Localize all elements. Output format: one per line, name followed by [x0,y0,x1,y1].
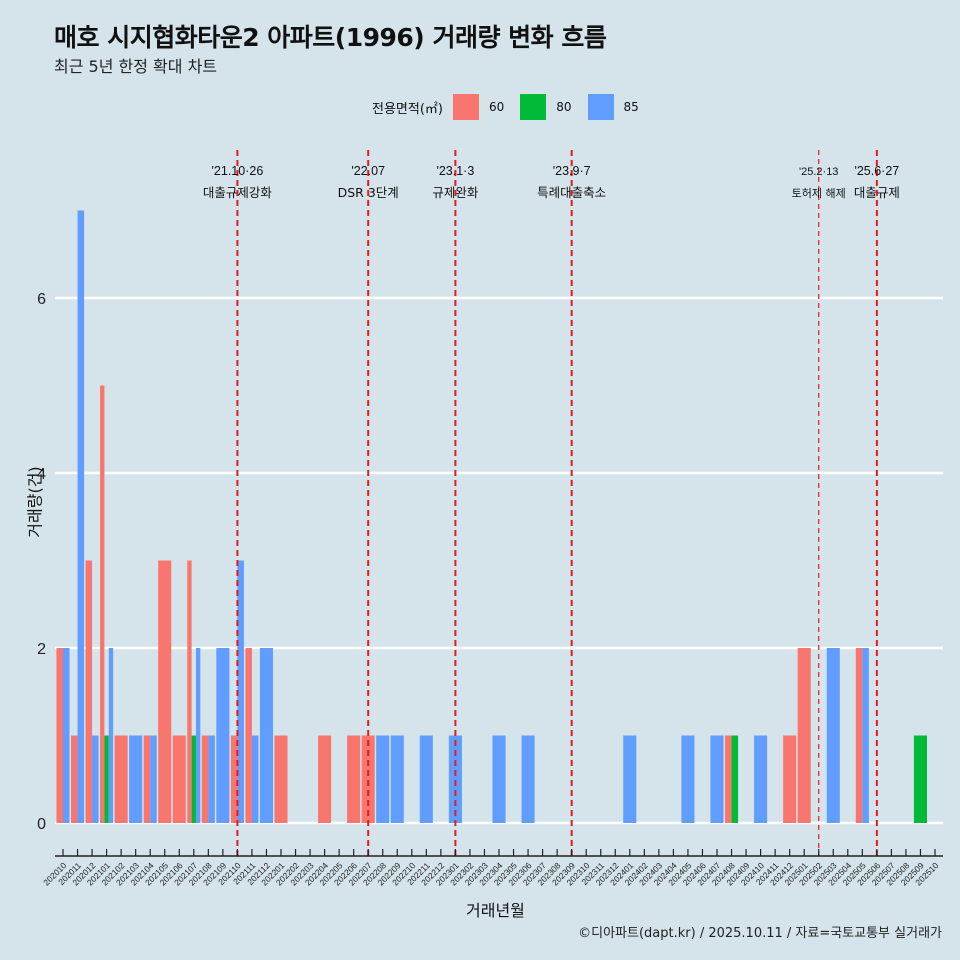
footer-credit: ©디아파트(dapt.kr) / 2025.10.11 / 자료=국토교통부 실… [578,926,942,941]
bar-202405-85 [681,735,695,823]
bar-202207-60 [361,735,375,823]
bar-202012-60 [85,560,93,823]
legend-key-80 [520,94,547,120]
bar-202301-85 [448,735,462,823]
bars [56,210,928,823]
bar-202408-60 [724,735,732,823]
bar-202111-60 [245,648,252,823]
event-date: '21.10·26 [212,164,264,178]
bar-202101-60 [100,385,105,823]
x-axis: 2020102020112020122021012021022021032021… [41,849,943,887]
chart-title: 매호 시지협화타운2 아파트(1996) 거래량 변화 흐름 [54,23,607,52]
bar-202104-85 [150,735,157,823]
legend-title: 전용면적(㎡) [372,101,443,117]
bar-202107-80 [191,735,196,823]
event-label: DSR 3단계 [338,185,399,200]
bar-202201-60 [274,735,288,823]
bar-202501-60 [797,648,811,823]
y-axis: 0 2 4 6 [37,291,46,833]
legend-label-60: 60 [488,100,505,114]
event-label: 토허제 해제 [792,186,846,200]
bar-202101-80 [104,735,109,823]
bar-202109-85 [216,648,230,823]
bar-202505-60 [855,648,863,823]
bar-202407-85 [710,735,724,823]
bar-202105-60 [158,560,172,823]
event-date: '23.9·7 [553,164,591,178]
bar-202304-85 [492,735,506,823]
y-tick-label: 6 [37,291,46,308]
legend-label-85: 85 [623,100,639,114]
bar-202401-85 [623,735,637,823]
legend: 전용면적(㎡) 60 80 85 [372,93,655,121]
bar-202204-60 [318,735,332,823]
bar-202108-60 [201,735,209,823]
legend-key-60 [452,94,479,120]
bar-202010-85 [63,648,70,823]
bar-202208-85 [376,735,390,823]
legend-key-85 [587,94,614,120]
bar-202412-60 [783,735,797,823]
bar-202509-80 [913,735,928,823]
y-tick-label: 4 [37,466,46,483]
bar-202011-60 [70,735,78,823]
event-date: '22.07 [351,164,385,178]
bar-202011-85 [77,210,85,823]
bar-202106-60 [172,735,186,823]
bar-202107-85 [195,648,201,823]
bar-202108-85 [208,735,215,823]
bar-202110-85 [237,560,244,823]
event-label: 특례대출축소 [537,185,606,200]
bar-202107-60 [187,560,192,823]
bar-202408-80 [731,735,739,823]
event-label: 규제완화 [432,185,479,200]
event-lines: '21.10·26 대출규제강화 '22.07 DSR 3단계 '23.1·3 규제완화 '… [203,150,900,856]
bar-202101-85 [108,648,114,823]
bar-202110-60 [230,735,238,823]
y-axis-title: 거래량(건) [25,466,45,538]
x-axis-title: 거래년월 [466,901,525,920]
bar-202306-85 [521,735,535,823]
bar-202505-85 [862,648,869,823]
y-tick-label: 0 [37,816,46,833]
chart-subtitle: 최근 5년 한정 확대 차트 [54,57,218,76]
legend-label-80: 80 [556,100,572,114]
event-date: '25.2·13 [799,166,838,178]
bar-202206-60 [347,735,361,823]
bar-202102-60 [114,735,128,823]
bar-202012-85 [92,735,99,823]
y-tick-label: 2 [37,641,46,658]
bar-202211-85 [419,735,433,823]
event-label: 대출규제 [854,185,900,200]
bar-202112-85 [259,648,274,823]
event-label: 대출규제강화 [203,185,273,200]
bar-202503-85 [826,648,840,823]
bar-202103-85 [129,735,143,823]
bar-202104-60 [143,735,151,823]
bar-202010-60 [56,648,63,823]
event-date: '25.6·27 [854,164,899,178]
bar-202209-85 [390,735,404,823]
bar-202410-85 [754,735,768,823]
event-date: '23.1·3 [436,164,474,178]
bar-202111-85 [251,735,259,823]
